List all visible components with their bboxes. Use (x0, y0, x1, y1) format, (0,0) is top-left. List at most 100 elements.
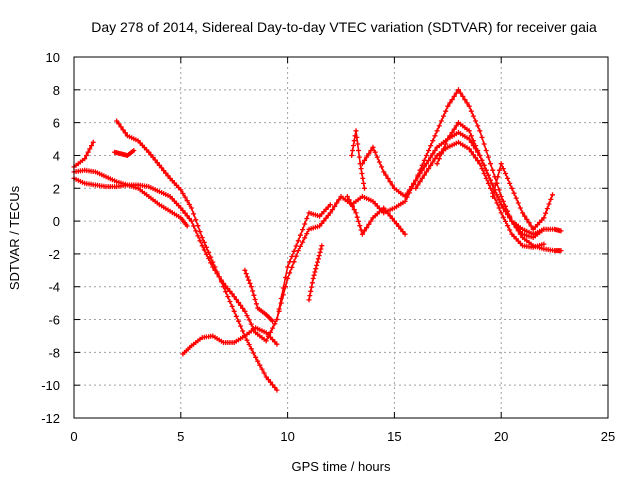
data-point (295, 248, 301, 254)
data-point (470, 138, 476, 144)
data-point (353, 128, 359, 134)
series-trace-9 (306, 243, 325, 303)
data-point (201, 239, 207, 245)
data-point (316, 253, 322, 259)
data-point (355, 141, 361, 147)
data-point (229, 303, 235, 309)
data-point (413, 177, 419, 183)
data-point (548, 196, 554, 202)
data-point (336, 197, 342, 203)
data-point (330, 207, 335, 213)
data-point (438, 118, 444, 124)
data-point (423, 169, 429, 175)
data-point (372, 149, 378, 155)
data-point (436, 123, 442, 129)
data-point (494, 200, 500, 206)
data-point (445, 136, 451, 142)
data-point (419, 162, 425, 168)
data-point (468, 133, 474, 139)
data-point (473, 118, 479, 124)
data-point (381, 205, 387, 211)
data-point (468, 108, 474, 114)
data-point (318, 246, 324, 252)
series-trace-2 (71, 167, 190, 229)
data-point (314, 262, 320, 268)
data-point (353, 210, 359, 216)
data-point (434, 128, 440, 134)
data-point (186, 216, 192, 221)
data-point (402, 194, 408, 199)
data-point (182, 194, 188, 200)
data-point (497, 167, 502, 173)
data-point (466, 146, 472, 152)
y-tick-label: 10 (46, 50, 60, 65)
data-point (278, 300, 284, 306)
data-point (389, 182, 395, 188)
series-trace-11 (349, 128, 367, 191)
y-tick-label: -6 (48, 313, 60, 328)
data-point (274, 317, 280, 322)
data-point (449, 130, 455, 135)
data-point (161, 168, 167, 174)
data-point (199, 235, 205, 240)
data-point (464, 100, 470, 106)
data-point (85, 149, 91, 155)
data-point (193, 217, 199, 223)
data-point (406, 187, 412, 193)
data-point (466, 128, 472, 134)
data-point (496, 187, 502, 193)
data-point (236, 318, 241, 324)
data-point (411, 180, 417, 186)
data-point (246, 342, 252, 347)
data-point (432, 156, 438, 162)
x-tick-label: 15 (387, 429, 401, 444)
data-point (479, 157, 485, 163)
plot-frame (73, 56, 609, 419)
data-point (430, 151, 436, 157)
data-point (368, 218, 374, 224)
data-point (195, 233, 201, 239)
data-point (122, 130, 128, 136)
data-point (287, 259, 293, 265)
data-point (163, 170, 169, 176)
data-point (346, 197, 352, 203)
data-point (453, 123, 459, 129)
data-point (180, 208, 186, 214)
data-point (368, 148, 374, 153)
data-point (90, 139, 96, 145)
series-trace-7 (242, 267, 276, 324)
data-point (351, 207, 357, 213)
data-point (550, 192, 555, 198)
data-point (272, 321, 278, 327)
data-point (544, 206, 550, 212)
data-point (184, 223, 190, 229)
data-point (460, 93, 466, 99)
data-point (358, 166, 364, 172)
y-tick-label: -2 (48, 247, 60, 262)
data-point (315, 256, 321, 262)
data-point (242, 308, 248, 314)
data-point (238, 323, 244, 329)
data-point (507, 227, 513, 233)
data-point (423, 153, 429, 158)
y-tick-label: -8 (48, 345, 60, 360)
series-trace-15 (490, 161, 555, 232)
data-point (498, 194, 504, 199)
data-point (394, 221, 399, 227)
data-point (470, 113, 476, 119)
data-point (485, 154, 491, 160)
data-point (503, 218, 508, 224)
data-point (490, 182, 496, 188)
data-point (451, 93, 457, 99)
series-trace-10 (344, 194, 408, 237)
data-point (251, 292, 257, 298)
data-point (356, 154, 362, 160)
data-point (443, 108, 449, 114)
data-point (247, 280, 253, 286)
data-point (150, 154, 156, 160)
data-point (221, 284, 226, 290)
data-point (323, 215, 329, 221)
data-point (430, 159, 436, 165)
data-point (473, 143, 479, 149)
data-point (496, 197, 502, 203)
